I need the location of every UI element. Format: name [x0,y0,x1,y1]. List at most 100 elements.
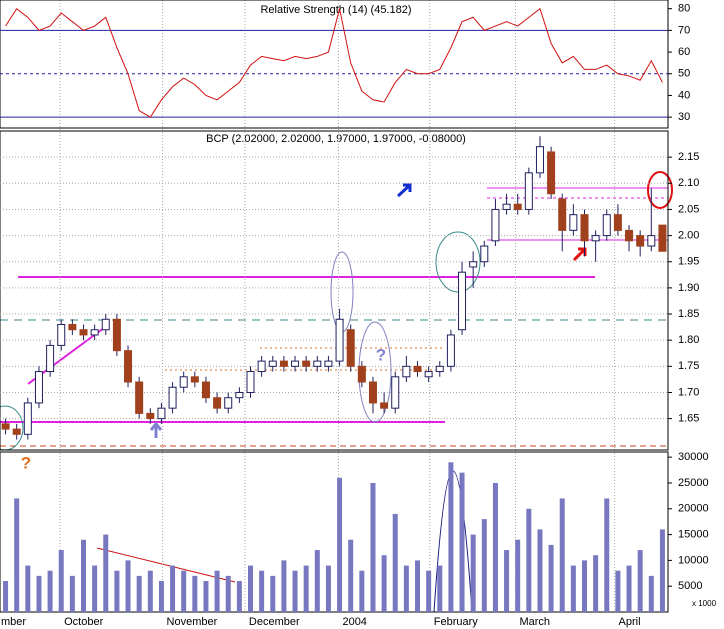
candle-body [213,397,222,409]
candle-body [190,376,199,383]
volume-bar [392,513,398,612]
candle-body [157,407,166,420]
volume-bar [470,534,476,612]
candle-body [201,381,210,399]
x-tick-label: November [167,616,218,628]
volume-bar [225,575,231,612]
volume-bar [314,550,320,612]
rsi-line [5,7,663,118]
candle-body [324,360,333,367]
volume-bar [459,472,465,612]
volume-bar [292,570,298,612]
candle-body [23,402,32,435]
volume-bar [69,575,75,612]
y-tick-label: 2.10 [678,177,699,189]
y-tick-label: 10000 [678,554,709,566]
candle-body [424,371,433,378]
volume-bar [259,570,265,612]
candle-body [569,214,578,231]
candle-body [268,360,277,367]
candle-body [602,214,611,237]
volume-bar [136,575,142,612]
candle-body [46,344,55,373]
volume-bar [426,570,432,612]
candle-body [368,381,377,404]
volume-bar [47,570,53,612]
candle-body [413,365,422,373]
volume-bar [147,570,153,612]
y-tick-label: 50 [678,68,690,80]
candle-body [580,214,589,242]
y-tick-label: 1.70 [678,386,699,398]
arrow [396,183,412,198]
volume-bar [659,529,665,612]
volume-bar [626,565,632,612]
y-tick-label: 60 [678,46,690,58]
candle-body [34,371,43,404]
volume-bar [337,477,343,612]
y-tick-label: 1.95 [678,256,699,268]
candle-body [224,397,233,409]
volume-bar [303,565,309,612]
candle-body [279,360,288,367]
y-tick-label: 20000 [678,503,709,515]
x-tick-label: mber [1,616,26,628]
volume-bar [359,570,365,612]
panel-frame [0,130,669,451]
volume-bar [348,539,354,612]
candle-body [636,235,645,247]
y-tick-label: 1.65 [678,413,699,425]
volume-bar [158,581,164,612]
candle-body [313,360,322,367]
candle-body [302,360,311,367]
volume-bar [214,570,220,612]
candle-body [68,323,77,331]
y-tick-label: 2.05 [678,203,699,215]
candle-body [346,329,355,367]
x-tick-label: March [519,616,550,628]
volume-bar [192,575,198,612]
y-tick-label: 30 [678,111,690,123]
candle-body [257,360,266,373]
volume-bar [437,565,443,612]
y-tick-label: 2.15 [678,151,699,163]
volume-bar [526,508,532,612]
candle-body [1,423,10,430]
volume-bar [270,575,276,612]
y-tick-label: 1.75 [678,360,699,372]
arrow [149,421,163,438]
volume-bar [582,560,587,612]
candle-body [547,151,556,195]
candle-body [90,329,99,336]
volume-bar [125,560,131,612]
candle-body [435,365,444,373]
rsi-title: Relative Strength (14) (45.182) [260,4,411,16]
x-tick-label: 2004 [342,616,366,628]
candle-body [246,371,255,393]
volume-bar [648,575,654,612]
volume-bar [181,570,187,612]
candle-body [535,146,544,174]
unit-label: x 1000 [692,599,717,608]
volume-bar [492,482,498,612]
candle-body [558,198,567,231]
volume-bar [3,581,9,612]
volume-bar [170,565,176,612]
candle-body [168,386,177,409]
volume-bar [370,482,376,612]
candle-body [391,376,400,409]
y-tick-label: 80 [678,3,690,15]
candle-body [124,350,133,383]
volume-bar [415,560,420,612]
volume-bar [248,565,253,612]
candle-body [491,208,500,242]
volume-bar [14,498,20,612]
annotation: ? [21,453,31,472]
volume-bar [203,581,209,612]
candle-body [235,391,244,399]
volume-bar [36,575,42,612]
drawn-ellipse [647,171,673,209]
volume-bar [25,565,31,612]
x-tick-label: April [619,616,641,628]
y-tick-label: 1.90 [678,282,699,294]
